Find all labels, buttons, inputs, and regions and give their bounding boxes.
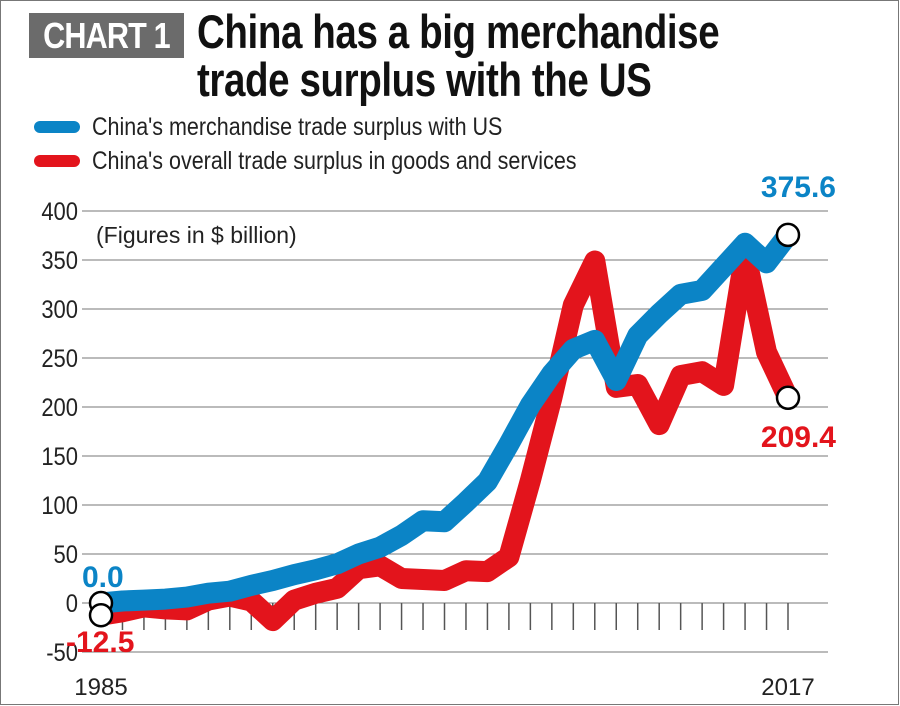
chart-number-tag: CHART 1 xyxy=(29,13,184,58)
legend-item-merchandise: China's merchandise trade surplus with U… xyxy=(34,112,569,142)
y-tick-label: 350 xyxy=(41,247,78,275)
data-label-start-merchandise: 0.0 xyxy=(82,561,124,594)
chart-title: China has a big merchandise trade surplu… xyxy=(197,5,720,106)
y-tick-label: 400 xyxy=(41,198,78,226)
legend-swatch-red xyxy=(34,155,80,168)
title-line-2: trade surplus with the US xyxy=(197,53,652,106)
units-annotation: (Figures in $ billion) xyxy=(96,222,297,248)
end-point-marker xyxy=(775,385,801,411)
legend-label: China's merchandise trade surplus with U… xyxy=(92,112,503,141)
data-label-end-merchandise: 375.6 xyxy=(761,171,836,204)
y-tick-label: 100 xyxy=(41,492,78,520)
title-line-1: China has a big merchandise xyxy=(197,5,720,58)
y-tick-label: 150 xyxy=(41,443,78,471)
y-tick-label: 250 xyxy=(41,345,78,373)
data-label-start-overall: -12.5 xyxy=(66,626,134,659)
chart-number-label: CHART 1 xyxy=(43,15,171,56)
series-line-merchandise-surplus xyxy=(100,228,797,614)
data-label-end-overall: 209.4 xyxy=(761,421,836,454)
y-tick-label: -50 xyxy=(46,639,78,667)
y-tick-label: 300 xyxy=(41,296,78,324)
legend-label: China's overall trade surplus in goods a… xyxy=(92,146,577,175)
start-point-marker xyxy=(88,603,114,628)
x-tick-label: 2017 xyxy=(761,674,814,701)
series-line-overall-surplus xyxy=(99,242,798,632)
y-tick-label: 200 xyxy=(41,394,78,422)
y-tick-label: 0 xyxy=(66,590,78,618)
legend-item-overall: China's overall trade surplus in goods a… xyxy=(34,146,655,176)
legend-swatch-blue xyxy=(34,121,80,134)
y-tick-label: 50 xyxy=(54,541,78,569)
end-point-marker xyxy=(775,222,801,248)
x-tick-label: 1985 xyxy=(74,674,127,701)
